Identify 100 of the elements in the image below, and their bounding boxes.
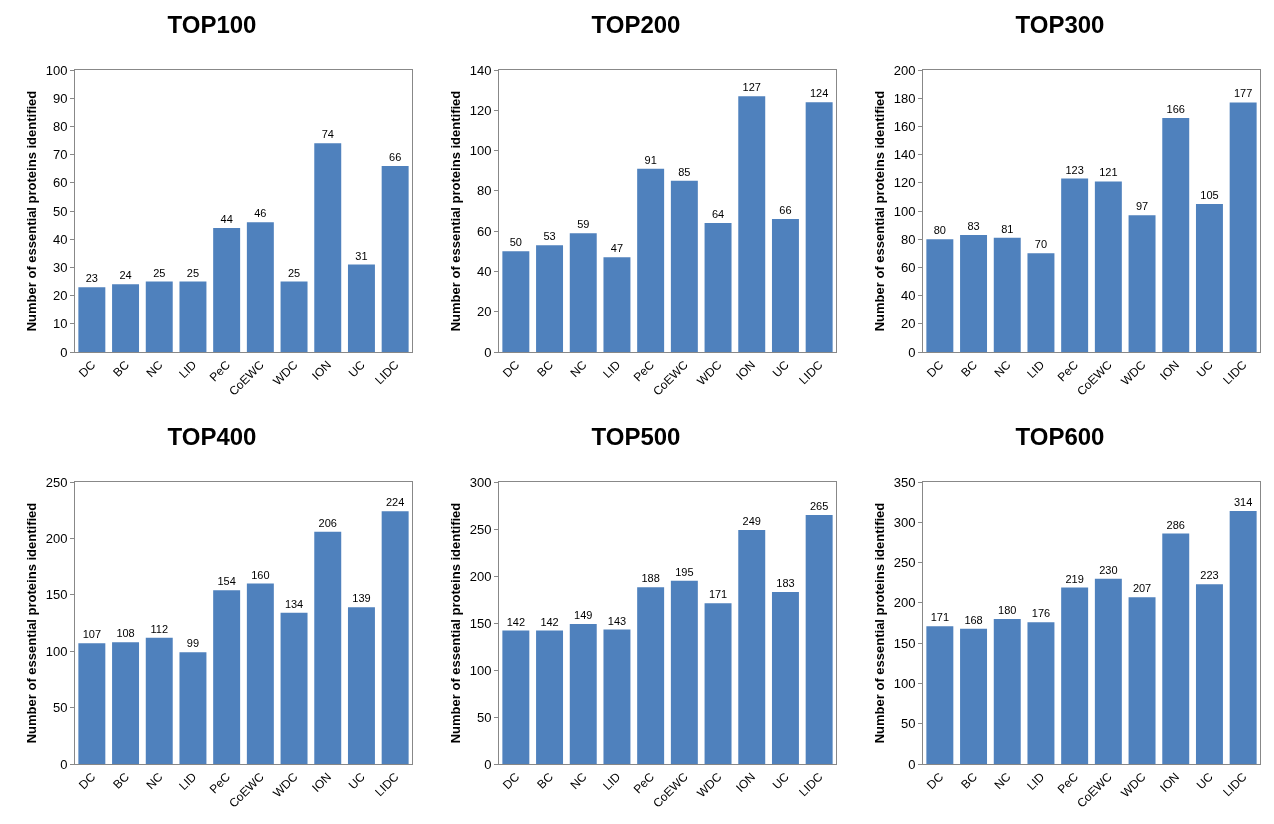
data-label: 107 xyxy=(82,628,102,641)
x-tick-label: UC xyxy=(345,769,369,793)
data-label: 66 xyxy=(779,204,792,217)
bar xyxy=(993,237,1021,352)
data-label: 177 xyxy=(1233,87,1253,100)
y-tick-label: 50 xyxy=(476,709,492,725)
x-tick-label: DC xyxy=(924,769,947,793)
x-tick-label: NC xyxy=(143,769,166,793)
bar xyxy=(805,102,833,352)
data-label: 183 xyxy=(776,576,795,589)
y-tick-label: 80 xyxy=(476,183,492,199)
x-tick-label: DC xyxy=(924,357,947,381)
y-tick-label: 300 xyxy=(893,514,916,530)
y-tick-label: 20 xyxy=(52,288,68,304)
data-label: 46 xyxy=(254,207,267,220)
bar xyxy=(381,165,409,352)
bar xyxy=(179,281,207,352)
x-tick-label: BC xyxy=(534,357,557,380)
data-label: 139 xyxy=(352,592,371,605)
x-tick-label: BC xyxy=(958,769,981,792)
data-label: 44 xyxy=(220,212,233,225)
y-tick-label: 60 xyxy=(900,259,916,275)
y-tick-label: 0 xyxy=(484,344,492,360)
data-label: 99 xyxy=(186,637,200,650)
bar xyxy=(314,143,342,352)
y-tick-label: 350 xyxy=(893,474,916,490)
bar xyxy=(1128,597,1156,764)
data-label: 219 xyxy=(1065,572,1084,585)
y-tick-label: 50 xyxy=(900,716,916,732)
x-tick-label: ION xyxy=(1157,769,1183,795)
bar xyxy=(213,590,241,764)
data-label: 142 xyxy=(506,615,526,628)
bar xyxy=(569,233,597,352)
bar xyxy=(1027,622,1055,764)
bar xyxy=(926,626,954,764)
bar xyxy=(1162,117,1190,352)
data-label: 195 xyxy=(675,565,694,578)
bar xyxy=(112,642,140,764)
data-label: 85 xyxy=(678,165,691,178)
y-tick-label: 100 xyxy=(45,62,68,78)
bar xyxy=(1195,203,1223,352)
data-label: 80 xyxy=(933,224,946,237)
data-label: 154 xyxy=(217,575,236,588)
bar xyxy=(1027,253,1055,352)
data-label: 134 xyxy=(284,597,304,610)
data-label: 31 xyxy=(355,249,368,262)
bar xyxy=(603,629,631,764)
data-label: 180 xyxy=(998,603,1017,616)
data-label: 81 xyxy=(1001,222,1014,235)
x-tick-label: NC xyxy=(991,769,1014,793)
chart-title: TOP600 xyxy=(1015,423,1105,451)
data-label: 25 xyxy=(153,266,166,279)
y-axis-title: Number of essential proteins identified xyxy=(447,502,463,744)
bar xyxy=(502,251,530,352)
y-tick-label: 250 xyxy=(893,555,916,571)
y-tick-label: 0 xyxy=(60,344,68,360)
bar xyxy=(145,637,173,764)
bar xyxy=(670,580,698,764)
x-tick-label: NC xyxy=(567,357,590,381)
data-label: 105 xyxy=(1200,188,1219,201)
data-label: 25 xyxy=(287,266,301,279)
y-tick-label: 180 xyxy=(893,90,916,106)
y-tick-label: 250 xyxy=(469,521,492,537)
x-tick-label: ION xyxy=(309,357,335,383)
data-label: 112 xyxy=(150,622,169,635)
x-tick-label: UC xyxy=(1193,769,1217,793)
data-label: 206 xyxy=(318,516,337,529)
data-label: 176 xyxy=(1031,607,1051,620)
y-tick-label: 200 xyxy=(45,530,68,546)
data-label: 143 xyxy=(607,614,627,627)
y-tick-label: 0 xyxy=(60,756,68,772)
bar xyxy=(246,222,274,352)
x-tick-label: ION xyxy=(733,357,759,383)
x-tick-label: BC xyxy=(958,357,981,380)
bar xyxy=(280,281,308,352)
x-tick-label: UC xyxy=(1193,357,1217,381)
y-tick-label: 50 xyxy=(52,203,68,219)
data-label: 50 xyxy=(509,236,522,249)
data-label: 23 xyxy=(85,272,98,285)
y-tick-label: 0 xyxy=(908,756,916,772)
y-tick-label: 70 xyxy=(52,147,68,163)
data-label: 83 xyxy=(967,219,980,232)
data-label: 166 xyxy=(1166,102,1185,115)
bar xyxy=(1162,533,1190,764)
bar xyxy=(314,531,342,764)
data-label: 70 xyxy=(1034,238,1048,251)
bar xyxy=(536,245,564,352)
bar xyxy=(78,643,106,764)
y-axis-title: Number of essential proteins identified xyxy=(23,90,39,332)
data-label: 314 xyxy=(1233,496,1253,509)
bar xyxy=(704,603,732,764)
data-label: 171 xyxy=(930,611,950,624)
bar xyxy=(1195,584,1223,764)
data-label: 25 xyxy=(186,266,200,279)
data-label: 249 xyxy=(742,514,761,527)
bar xyxy=(805,514,833,764)
bar xyxy=(381,511,409,764)
y-tick-label: 100 xyxy=(893,203,916,219)
x-tick-label: BC xyxy=(110,769,133,792)
x-tick-label: UC xyxy=(345,357,369,381)
